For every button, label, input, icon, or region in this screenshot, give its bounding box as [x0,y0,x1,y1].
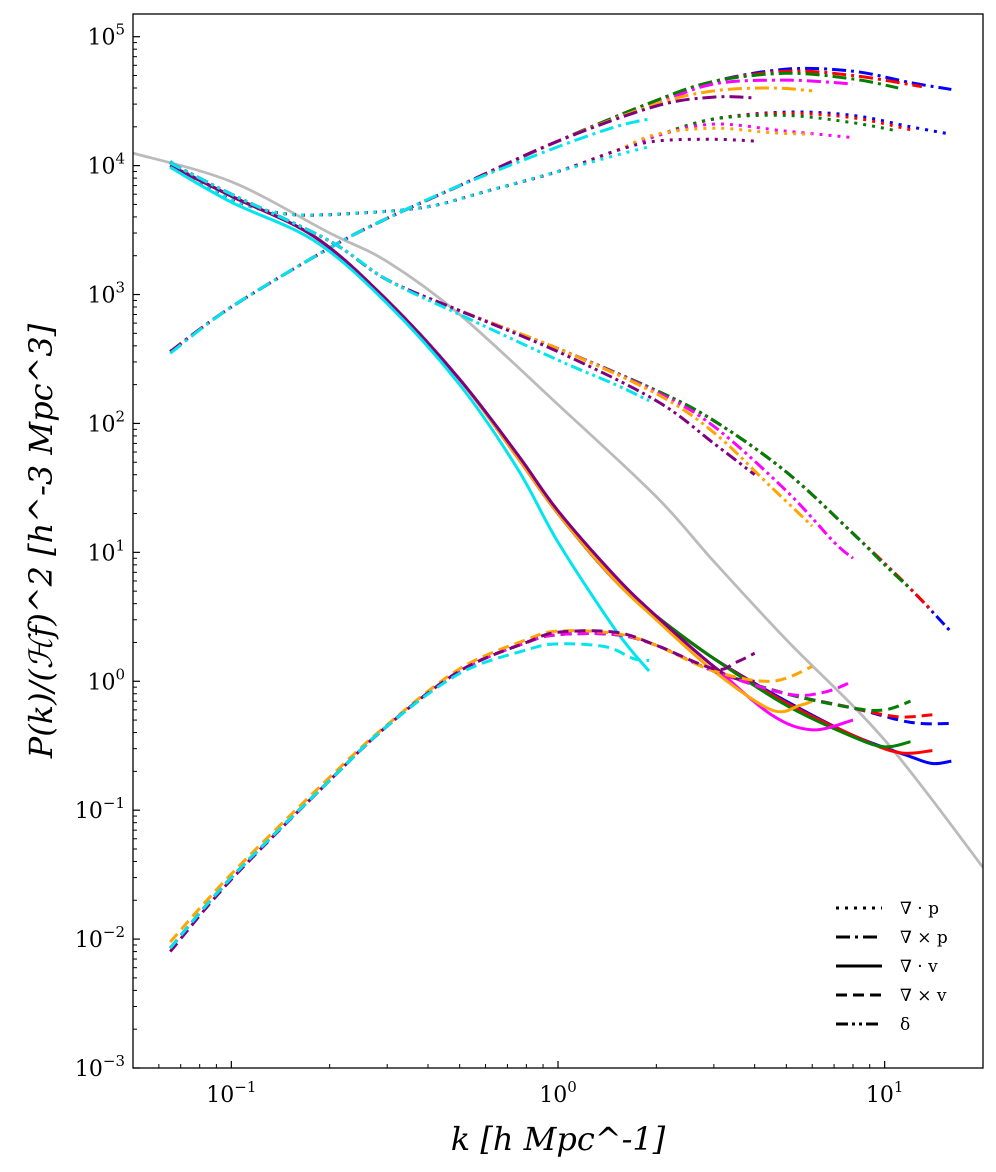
series-line-dotted-green [169,113,899,217]
series-line-dashed-green [169,631,912,950]
series-line-dashed-purple [169,629,756,953]
series-line-solid-cyan [169,166,651,673]
series-line-dashdot-green [169,71,899,353]
legend: ∇ · p ∇ × p ∇ · v ∇ × v δ [836,899,948,1035]
legend-label-dashdot: ∇ × p [900,928,948,948]
y-tick-label: 101 [87,536,125,566]
series-line-solid-green [169,164,911,749]
series-line-solid-purple [169,164,755,683]
series-line-dashdot-cyan [169,117,650,355]
y-tick-label: 102 [87,407,125,437]
y-tick-label: 103 [87,279,125,309]
y-tick-label: 104 [87,150,125,180]
x-tick-label: 100 [539,1078,577,1108]
labels-layer: k [h Mpc^-1] P(k)/(ℋf)^2 [h^-3 Mpc^3] [22,323,666,1158]
legend-label-dashdotdot: δ [900,1015,910,1035]
y-tick-label: 10−3 [75,1052,125,1082]
series-line-dashed-cyan [169,642,650,950]
series-line-dashdot-purple [169,95,755,353]
legend-label-dashed: ∇ × v [900,986,947,1006]
series-line-dashdotdot-cyan [169,161,650,403]
series-line-dashdotdot-green [169,161,912,591]
series-line-solid-orange [169,164,813,714]
series-line-dashed-blue [169,631,952,950]
x-axis-label: k [h Mpc^-1] [451,1120,666,1158]
series-line-solid-blue [169,164,952,766]
series-line-dotted-red [169,111,911,217]
series-layer [133,66,983,953]
y-tick-label: 10−2 [75,923,125,953]
series-line-dotted-blue [169,110,952,217]
series-line-dotted-purple [169,137,755,217]
series-line-dotted-cyan [169,145,650,217]
x-tick-label: 101 [866,1078,904,1108]
y-axis-label: P(k)/(ℋf)^2 [h^-3 Mpc^3] [22,323,60,759]
legend-label-dotted: ∇ · p [900,899,939,919]
series-line-dashdotdot-purple [169,161,756,476]
series-line-dashed-red [169,631,933,950]
series-line-solid-red [169,164,933,755]
x-tick-label: 10−1 [206,1078,256,1108]
series-line-dashdotdot-red [169,161,934,613]
series-line-reference [133,151,983,869]
y-tick-label: 100 [87,665,125,695]
series-line-dashed-orange [169,629,813,943]
series-line-dashdot-red [169,69,923,353]
y-tick-label: 105 [87,21,125,51]
series-line-dotted-orange [169,126,813,217]
series-line-dashdotdot-blue [169,161,953,634]
series-line-dashdot-orange [169,86,813,353]
legend-label-solid: ∇ · v [900,957,938,977]
y-tick-label: 10−1 [75,794,125,824]
ticks-layer: 10−1 100 101 10−3 10−2 10−1 100 101 102 103 104 105 [75,21,904,1108]
